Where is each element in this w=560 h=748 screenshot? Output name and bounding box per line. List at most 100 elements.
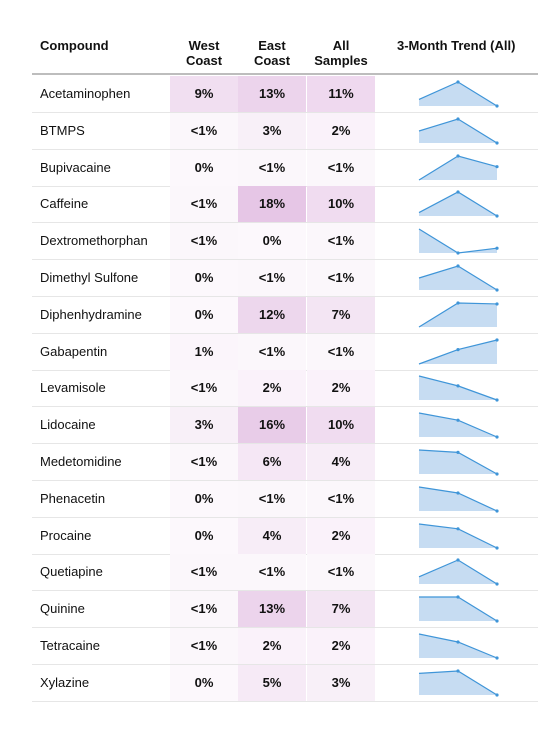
compound-name: Diphenhydramine [40, 306, 142, 322]
compound-name: Medetomidine [40, 454, 122, 469]
header-east-coast-line: Coast [253, 53, 291, 68]
table-row: Acetaminophen 9% 13% 11% [32, 76, 538, 113]
trend-sparkline [418, 486, 499, 513]
trend-point [495, 656, 499, 660]
trend-point [456, 153, 460, 158]
all-value: 4% [307, 444, 375, 480]
west-value: <1% [170, 223, 238, 260]
trend-area [419, 634, 497, 658]
east-value: <1% [238, 333, 306, 370]
trend-sparkline [418, 558, 499, 586]
trend-point [456, 80, 460, 84]
header-trend: 3-Month Trend (All) [397, 38, 516, 53]
table-row: Bupivacaine 0% <1% <1% [32, 149, 538, 187]
trend-point [495, 302, 499, 306]
table-row: Caffeine <1% 18% 10% [32, 186, 538, 224]
trend-point [456, 558, 460, 562]
header-east-coast: East Coast [238, 38, 306, 68]
compound-name: Tetracaine [40, 638, 100, 653]
all-value: <1% [307, 223, 375, 260]
compound-name: BTMPS [40, 122, 85, 138]
table-row: Lidocaine 3% 16% 10% [32, 407, 538, 445]
east-value: <1% [238, 480, 306, 517]
west-value: 0% [170, 664, 238, 701]
west-value: <1% [170, 186, 238, 223]
trend-area [419, 597, 497, 622]
header-all-samples-line: All [332, 38, 350, 53]
west-value: <1% [170, 370, 238, 407]
row-divider [32, 222, 538, 224]
trend-point [495, 141, 499, 145]
row-divider [32, 700, 538, 702]
row-divider [32, 443, 538, 445]
trend-point [456, 251, 460, 255]
compound-name: Levamisole [40, 380, 106, 396]
east-value: 4% [238, 517, 306, 554]
trend-point [456, 384, 460, 388]
trend-area [419, 450, 497, 474]
table-row: Phenacetin 0% <1% <1% [32, 480, 538, 518]
trend-sparkline [418, 190, 499, 218]
header-all-samples-line: Samples [314, 53, 368, 68]
west-value: 1% [170, 333, 238, 370]
row-divider [32, 627, 538, 629]
trend-sparkline [418, 669, 499, 697]
row-divider [32, 296, 538, 297]
all-value: 10% [307, 186, 375, 223]
all-value: 11% [307, 76, 375, 112]
all-value: <1% [307, 480, 375, 517]
trend-sparkline [418, 228, 499, 255]
trend-point [495, 545, 499, 550]
trend-point [495, 104, 499, 108]
all-value: 7% [307, 296, 375, 333]
row-divider [32, 664, 538, 665]
compound-name: Caffeine [40, 196, 89, 212]
trend-sparkline [418, 80, 499, 108]
west-value: 0% [170, 480, 238, 517]
trend-area [419, 82, 497, 106]
east-value: 2% [238, 370, 306, 407]
compound-name: Phenacetin [40, 490, 106, 506]
trend-point [495, 582, 499, 586]
trend-point [456, 117, 460, 121]
all-value: 2% [307, 517, 375, 554]
west-value: 9% [170, 76, 238, 112]
all-value: 2% [307, 628, 375, 664]
east-value: 6% [238, 444, 306, 480]
trend-sparkline [419, 595, 499, 623]
west-value: 0% [170, 149, 238, 186]
east-value: 2% [238, 628, 306, 664]
all-value: 3% [307, 664, 375, 701]
trend-point [495, 337, 499, 342]
trend-point [495, 472, 499, 476]
row-divider [32, 553, 538, 555]
row-divider [32, 185, 538, 187]
header-west-coast-line: West [188, 38, 220, 53]
all-value: <1% [307, 149, 375, 186]
trend-point [495, 509, 499, 513]
table-row: Quinine <1% 13% 7% [32, 591, 538, 629]
trend-point [495, 164, 499, 168]
row-divider [32, 480, 538, 481]
trend-area [419, 339, 497, 364]
trend-point [456, 669, 460, 673]
table-row: Quetiapine <1% <1% <1% [32, 554, 538, 592]
compound-name: Xylazine [40, 674, 90, 690]
row-divider [32, 369, 538, 371]
west-value: 0% [170, 517, 238, 554]
trend-point [456, 640, 460, 644]
row-divider [32, 406, 538, 408]
table-row: Dimethyl Sulfone 0% <1% <1% [32, 260, 538, 297]
trend-sparkline [418, 264, 499, 292]
trend-area [419, 229, 497, 254]
west-value: <1% [170, 554, 238, 591]
compound-name: Gabapentin [40, 343, 108, 359]
east-value: 18% [238, 186, 306, 223]
trend-point [456, 450, 460, 454]
east-value: 3% [238, 112, 306, 149]
trend-area [419, 670, 497, 695]
all-value: 2% [307, 370, 375, 407]
compound-name: Dextromethorphan [40, 233, 148, 249]
trend-area [419, 486, 497, 511]
trend-sparkline [418, 301, 499, 328]
